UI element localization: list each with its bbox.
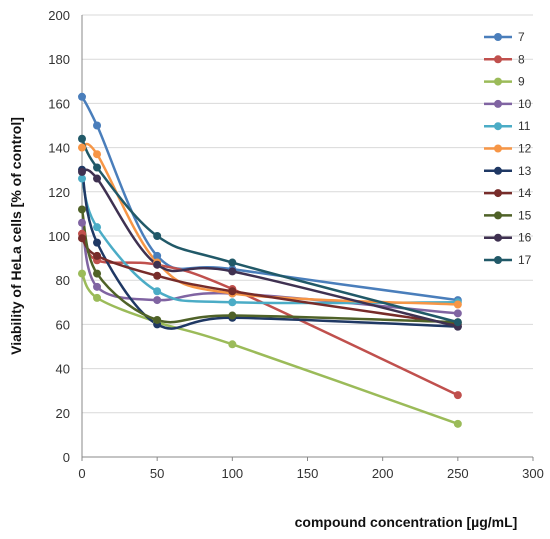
legend-label: 8 [518,52,525,66]
series-lines [80,96,459,426]
data-point-15 [153,315,162,324]
data-point-9 [93,293,102,302]
x-tick-label: 0 [78,466,85,481]
data-point-14 [153,271,162,280]
y-tick-label: 80 [56,273,70,288]
legend-swatch-marker [494,55,502,64]
legend-label: 12 [518,142,532,156]
x-tick-label: 100 [221,466,243,481]
data-point-12 [93,150,102,159]
data-point-11 [93,223,102,232]
series-line-17 [80,138,459,324]
series-line-14 [80,237,459,326]
legend-label: 15 [518,208,532,222]
data-point-11 [228,298,237,307]
y-tick-label: 180 [48,52,70,67]
data-point-15 [78,205,86,214]
series-line-11 [80,178,458,305]
legend-swatch-marker [494,144,502,153]
data-point-16 [78,167,86,176]
data-point-7 [93,121,102,130]
legend-label: 9 [518,75,525,89]
data-point-15 [93,269,102,278]
grid-lines [82,14,533,414]
series-line-15 [80,209,458,324]
data-point-13 [93,238,102,247]
x-tick-label: 50 [150,466,164,481]
data-point-11 [78,174,86,183]
legend-swatch-marker [494,99,502,108]
data-point-16 [153,260,162,269]
data-point-17 [228,258,237,267]
legend-swatch-marker [494,77,502,86]
y-tick-label: 40 [56,362,70,377]
data-point-9 [453,419,462,428]
y-tick-label: 160 [48,96,70,111]
data-point-17 [453,318,462,327]
data-point-9 [228,340,237,349]
y-tick-label: 100 [48,229,70,244]
data-point-7 [78,92,86,101]
data-point-15 [228,311,237,320]
legend: 7 8 9 10 11 12 13 14 15 16 17 [484,30,532,267]
x-tick-labels: 0 50 100 150 200 250 300 [78,457,544,481]
data-point-17 [93,163,102,172]
data-point-12 [78,143,86,152]
legend-label: 7 [518,30,525,44]
data-point-14 [228,287,237,296]
x-tick-label: 300 [522,466,544,481]
data-point-9 [78,269,86,278]
legend-swatch-marker [494,189,502,198]
legend-swatch-marker [494,122,502,131]
legend-label: 11 [518,119,531,133]
legend-label: 14 [518,186,532,200]
x-tick-label: 150 [297,466,319,481]
legend-label: 17 [518,253,532,267]
data-point-7 [153,251,162,260]
legend-swatch-marker [494,233,502,242]
legend-swatch-marker [494,256,502,264]
data-point-8 [453,391,462,400]
data-point-14 [93,251,102,260]
series-line-13 [80,169,458,330]
y-tick-label: 140 [48,141,70,156]
x-tick-label: 200 [372,466,394,481]
legend-label: 13 [518,164,532,178]
data-point-10 [153,296,162,305]
y-tick-label: 0 [63,450,70,465]
data-point-11 [153,287,162,296]
y-axis-title: Viability of HeLa cells [% of control] [8,117,24,355]
legend-label: 10 [518,97,532,111]
legend-label: 16 [518,231,532,245]
x-tick-label: 250 [447,466,469,481]
data-point-14 [78,234,86,243]
x-axis-title: compound concentration [µg/mL] [295,514,518,530]
data-point-10 [78,218,86,227]
y-tick-label: 20 [56,406,70,421]
data-point-10 [453,309,462,318]
data-point-12 [453,300,462,309]
data-point-16 [228,267,237,276]
legend-swatch-marker [494,166,502,175]
data-point-16 [93,174,102,183]
y-tick-label: 120 [48,185,70,200]
data-point-10 [93,282,102,291]
y-tick-label: 200 [48,8,70,23]
data-point-17 [78,134,86,143]
legend-swatch-marker [494,33,502,41]
legend-swatch-marker [494,211,502,220]
data-point-17 [153,232,162,240]
y-tick-label: 60 [56,317,70,332]
y-tick-labels: 0 20 40 60 80 100 120 140 160 180 200 [48,8,70,465]
series-points [78,92,462,428]
